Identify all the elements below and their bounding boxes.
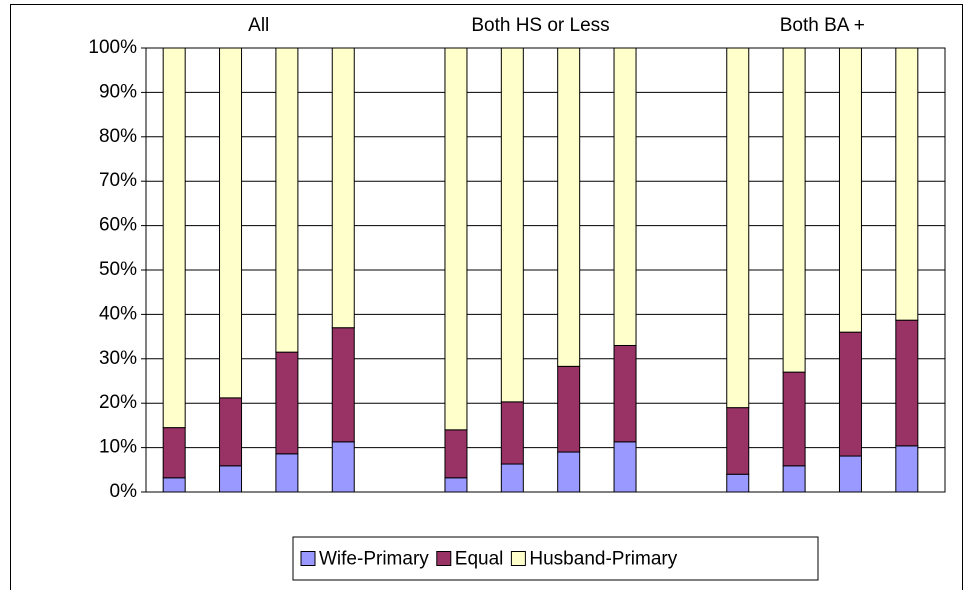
bar-segment	[838, 47, 862, 333]
bar-segment	[500, 463, 524, 493]
bar-segment	[500, 401, 524, 465]
legend-label: Husband-Primary	[529, 549, 677, 570]
y-tick-label: 30%	[99, 348, 137, 369]
y-tick-label: 100%	[88, 37, 137, 58]
bar-segment	[726, 47, 750, 409]
bar-segment	[331, 47, 355, 329]
bar-segment	[219, 465, 243, 493]
y-tick-label: 60%	[99, 215, 137, 236]
y-tick-label: 70%	[99, 170, 137, 191]
legend-label: Equal	[455, 549, 504, 570]
legend-label: Wife-Primary	[319, 549, 429, 570]
bar-segment	[275, 453, 299, 493]
y-tick-label: 10%	[99, 437, 137, 458]
bar-segment	[557, 451, 581, 493]
bar-segment	[895, 319, 919, 447]
bar-segment	[838, 331, 862, 457]
y-tick-label: 90%	[99, 81, 137, 102]
bar-segment	[331, 441, 355, 493]
bar-segment	[613, 344, 637, 443]
legend-swatch	[510, 551, 526, 566]
bar-segment	[162, 47, 186, 429]
bar-segment	[895, 445, 919, 493]
group-label: All	[248, 15, 269, 36]
bar-segment	[613, 441, 637, 493]
bar-segment	[895, 47, 919, 321]
bar-segment	[444, 429, 468, 479]
bar-segment	[444, 47, 468, 431]
legend-swatch	[436, 551, 452, 566]
bar-segment	[331, 327, 355, 443]
bar-segment	[162, 477, 186, 493]
bar-segment	[726, 473, 750, 493]
bar-segment	[444, 477, 468, 493]
y-tick-label: 20%	[99, 392, 137, 413]
bar-segment	[275, 47, 299, 353]
bar-segment	[275, 351, 299, 455]
bar-segment	[782, 371, 806, 467]
bar-segment	[162, 427, 186, 479]
bar-segment	[219, 397, 243, 467]
bar-segment	[726, 407, 750, 475]
bar-segment	[782, 47, 806, 373]
y-tick-label: 0%	[110, 481, 138, 502]
bar-segment	[500, 47, 524, 403]
bar-segment	[838, 455, 862, 493]
bar-segment	[219, 47, 243, 399]
legend-swatch	[300, 551, 316, 566]
legend-box	[292, 536, 819, 581]
bar-segment	[782, 465, 806, 493]
y-tick-label: 80%	[99, 126, 137, 147]
bar-segment	[557, 365, 581, 453]
bar-segment	[613, 47, 637, 346]
group-label: Both HS or Less	[471, 15, 609, 36]
y-tick-label: 40%	[99, 303, 137, 324]
bar-segment	[557, 47, 581, 367]
group-label: Both BA +	[780, 15, 865, 36]
y-tick-label: 50%	[99, 259, 137, 280]
